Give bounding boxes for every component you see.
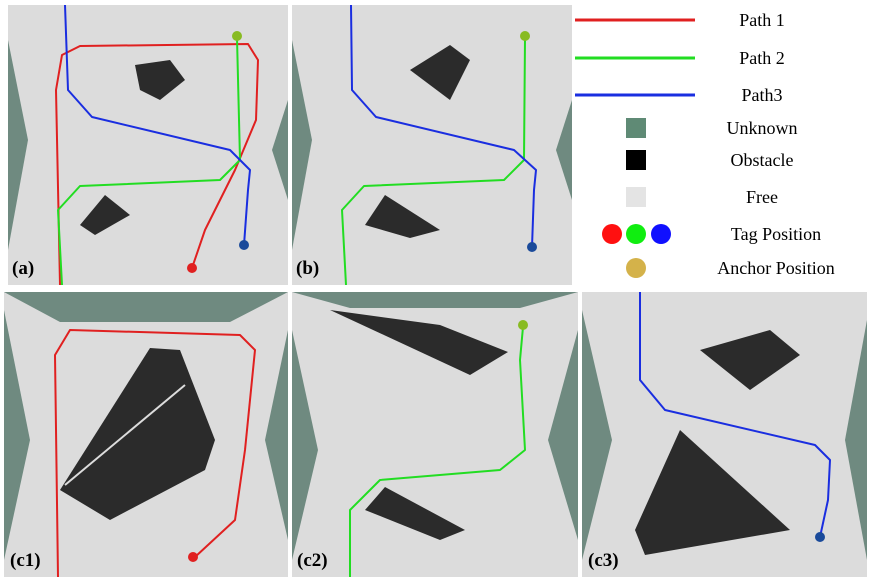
path-3 [639,292,831,538]
panel-label: (c3) [588,550,619,571]
unknown-area [845,320,867,560]
tag-position [518,320,528,330]
tag-position [815,532,825,542]
path-1 [54,329,256,578]
unknown-area [4,310,30,560]
panel: (a) [8,4,288,286]
path-2 [57,37,241,286]
free-area [8,5,288,285]
tag-position [188,552,198,562]
path-3 [350,4,537,248]
obstacle [410,45,470,100]
panel-label: (c2) [297,550,328,571]
obstacle [365,195,440,238]
path-2 [341,37,526,286]
legend-swatch [626,150,646,170]
legend-dot [626,258,646,278]
legend-dot [626,224,646,244]
unknown-area [292,292,578,308]
legend-dot [651,224,671,244]
legend-dot [602,224,622,244]
tag-position [520,31,530,41]
path-1 [55,43,259,286]
panel: (c2) [292,292,578,577]
unknown-area [556,100,572,200]
tag-position [232,31,242,41]
obstacle [80,195,130,235]
unknown-area [272,100,288,200]
tag-position [187,263,197,273]
obstacle [700,330,800,390]
legend-swatch [626,187,646,207]
legend-label: Tag Position [731,224,821,244]
unknown-area [548,330,578,540]
legend-label: Unknown [727,118,798,138]
legend-swatch [626,118,646,138]
unknown-area [8,40,28,250]
legend-label: Obstacle [731,150,794,170]
path-3 [64,4,251,246]
panel-label: (b) [296,258,319,279]
unknown-area [4,292,288,322]
panel-label: (a) [12,258,34,279]
tag-position [527,242,537,252]
unknown-area [292,330,318,560]
legend-label: Path3 [741,85,782,105]
obstacle [135,60,185,100]
obstacle [330,310,508,375]
path-2 [349,326,526,577]
legend-label: Path 1 [739,10,785,30]
panel-label: (c1) [10,550,41,571]
legend-label: Path 2 [739,48,785,68]
legend: Path 1 Path 2 Path3 Unknown Obstacle Fre… [575,10,835,278]
obstacle [365,487,465,540]
legend-label: Anchor Position [717,258,835,278]
panel: (c1) [4,292,288,578]
tag-position [239,240,249,250]
unknown-area [582,310,612,560]
obstacle [635,430,790,555]
panel: (b) [292,4,572,286]
legend-label: Free [746,187,778,207]
panel: (c3) [582,292,867,577]
unknown-area [265,330,288,540]
unknown-area [292,40,312,250]
gap [64,384,186,486]
